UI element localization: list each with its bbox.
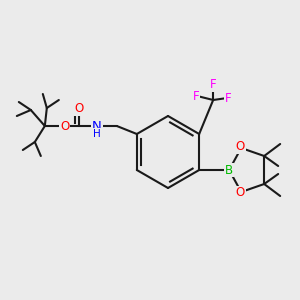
Text: O: O (236, 140, 245, 154)
Text: B: B (225, 164, 233, 176)
Text: H: H (93, 129, 101, 139)
Text: O: O (60, 119, 69, 133)
Text: N: N (92, 119, 102, 133)
Text: O: O (236, 187, 245, 200)
Text: O: O (74, 103, 83, 116)
Text: F: F (210, 79, 217, 92)
Text: F: F (193, 89, 200, 103)
Text: F: F (225, 92, 232, 104)
